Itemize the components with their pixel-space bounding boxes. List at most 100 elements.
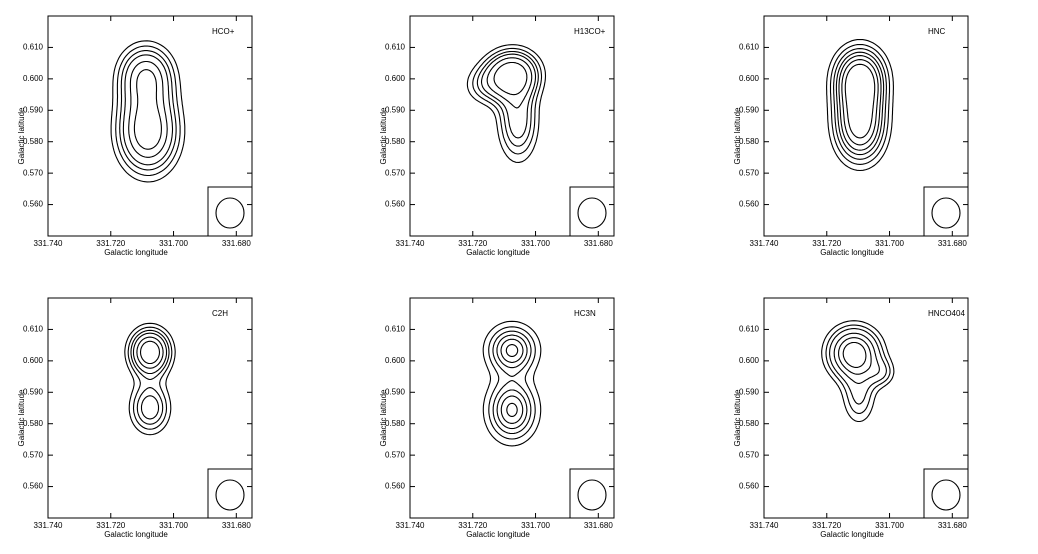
x-tick-label: 331.720 [458, 239, 487, 248]
contour-line [476, 50, 539, 147]
beam [577, 197, 607, 229]
x-tick-label: 331.680 [222, 239, 251, 248]
beam [577, 479, 607, 511]
contour-line [821, 320, 895, 423]
contour-line [466, 44, 547, 163]
y-tick-label: 0.590 [739, 387, 760, 396]
contour-line [122, 54, 174, 166]
panel: 331.740 331.720 331.700 331.680 0.560 0.570 0.… [733, 297, 969, 539]
contour-line [486, 57, 533, 109]
plot-frame [47, 297, 253, 519]
y-tick-label: 0.610 [739, 325, 760, 334]
panel-title: HCO+ [212, 27, 235, 36]
contour-line [133, 69, 162, 150]
beam-box [923, 186, 969, 237]
y-axis-label: Galactic latitude [733, 107, 742, 164]
contour-line [130, 329, 170, 381]
contour-line [841, 59, 879, 146]
plot-frame [47, 15, 253, 237]
x-tick-label: 331.720 [458, 521, 487, 530]
y-tick-label: 0.560 [23, 200, 44, 209]
panel-title: C2H [212, 309, 228, 318]
y-tick-label: 0.560 [739, 200, 760, 209]
contour-line [838, 337, 872, 375]
y-axis-label: Galactic latitude [17, 389, 26, 446]
y-tick-label: 0.600 [739, 356, 760, 365]
x-axis-label: Galactic longitude [104, 248, 168, 257]
x-tick-label: 331.740 [396, 521, 425, 530]
x-tick-label: 331.700 [159, 239, 188, 248]
y-tick-label: 0.590 [23, 105, 44, 114]
contour-line [140, 395, 160, 420]
contour-line [127, 326, 173, 430]
beam [931, 197, 961, 229]
x-tick-label: 331.720 [96, 239, 125, 248]
plot-frame [763, 297, 969, 519]
y-tick-label: 0.610 [23, 325, 44, 334]
x-tick-label: 331.700 [159, 521, 188, 530]
x-tick-label: 331.720 [812, 521, 841, 530]
y-tick-label: 0.590 [23, 387, 44, 396]
contour-line [833, 48, 887, 160]
y-tick-label: 0.590 [739, 105, 760, 114]
plot-frame [409, 15, 615, 237]
x-tick-label: 331.680 [222, 521, 251, 530]
panel: 331.740 331.720 331.700 331.680 0.560 0.570 0.… [733, 15, 969, 257]
contours [110, 40, 186, 183]
contour-line [493, 61, 528, 96]
contour-line [119, 50, 177, 171]
contour-line [835, 51, 885, 156]
x-tick-label: 331.740 [396, 239, 425, 248]
x-tick-label: 331.680 [938, 239, 967, 248]
panel: 331.740 331.720 331.700 331.680 0.560 0.570 0.… [17, 15, 253, 257]
y-tick-label: 0.570 [739, 450, 760, 459]
contour-line [496, 334, 528, 369]
x-tick-label: 331.740 [750, 521, 779, 530]
beam [931, 479, 961, 511]
beam [215, 197, 245, 229]
contour-line [825, 324, 891, 414]
y-tick-label: 0.570 [23, 168, 44, 177]
x-tick-label: 331.700 [521, 521, 550, 530]
contour-line [136, 336, 164, 369]
contour-line [482, 320, 542, 447]
x-tick-label: 331.680 [938, 521, 967, 530]
contour-line [833, 332, 880, 384]
contours [466, 44, 547, 163]
panel: 331.740 331.720 331.700 331.680 0.560 0.570 0.… [379, 15, 615, 257]
panel-title: HC3N [574, 309, 596, 318]
panel: 331.740 331.720 331.700 331.680 0.560 0.570 0.… [17, 297, 253, 539]
x-axis-label: Galactic longitude [820, 248, 884, 257]
contour-line [496, 389, 528, 430]
contour-line [826, 38, 894, 172]
y-tick-label: 0.590 [385, 105, 406, 114]
x-tick-label: 331.680 [584, 521, 613, 530]
y-tick-label: 0.600 [23, 356, 44, 365]
y-tick-label: 0.570 [385, 168, 406, 177]
panel-title: HNCO404 [928, 309, 965, 318]
beam-box [569, 186, 615, 237]
contour-line [488, 326, 536, 440]
panel-title: H13CO+ [574, 27, 606, 36]
contour-line [139, 340, 161, 365]
contours [482, 320, 542, 447]
contour-line [115, 45, 181, 177]
contour-line [500, 395, 524, 424]
contour-line [132, 332, 168, 375]
beam-box [923, 468, 969, 519]
y-tick-label: 0.580 [23, 419, 44, 428]
contours [124, 322, 176, 436]
y-tick-label: 0.580 [385, 419, 406, 428]
contour-line [500, 338, 524, 363]
y-tick-label: 0.560 [385, 200, 406, 209]
y-axis-label: Galactic latitude [379, 389, 388, 446]
y-tick-label: 0.610 [385, 43, 406, 52]
contour-line [844, 63, 876, 139]
contour-line [492, 380, 532, 435]
x-tick-label: 331.740 [34, 521, 63, 530]
y-tick-label: 0.600 [385, 356, 406, 365]
contour-line [842, 341, 867, 368]
x-tick-label: 331.740 [34, 239, 63, 248]
x-tick-label: 331.680 [584, 239, 613, 248]
